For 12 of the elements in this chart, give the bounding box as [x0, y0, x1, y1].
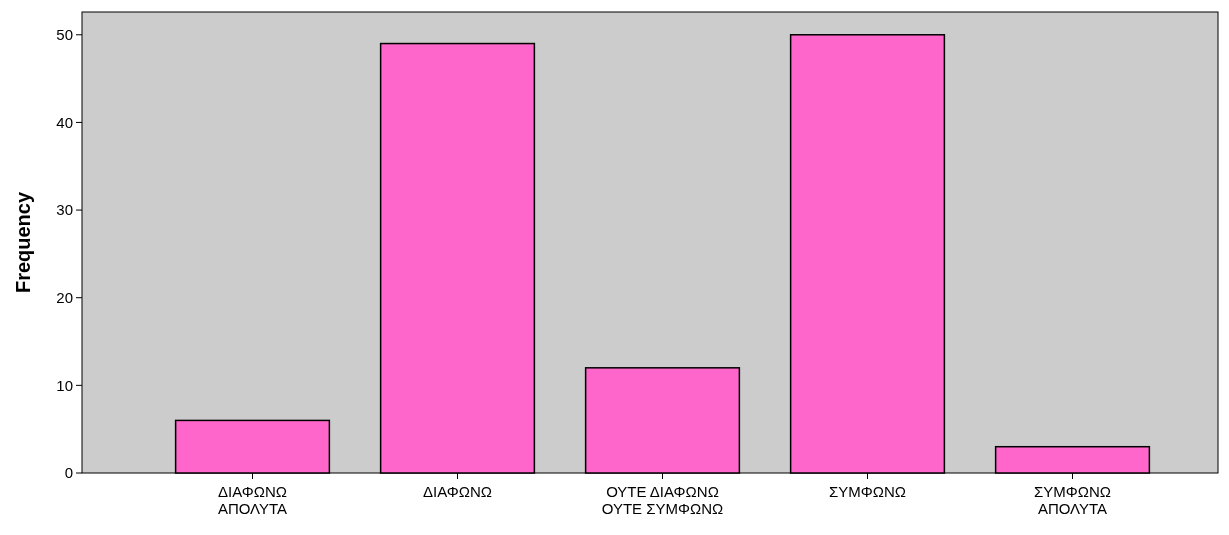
- y-axis-title: Frequency: [12, 191, 34, 294]
- x-tick-label: ΔΙΑΦΩΝΩ: [423, 483, 492, 500]
- y-tick-label: 50: [56, 26, 73, 44]
- y-tick-label: 40: [56, 113, 73, 131]
- x-tick-label: ΣΥΜΦΩΝΩ: [829, 483, 906, 500]
- x-tick-label: ΔΙΑΦΩΝΩ ΑΠΟΛΥΤΑ: [217, 483, 288, 517]
- y-tick-label: 0: [64, 464, 73, 482]
- y-tick-label: 20: [56, 288, 73, 306]
- y-tick-label: 10: [56, 376, 73, 394]
- y-tick-label: 30: [56, 201, 73, 219]
- x-tick-label: ΣΥΜΦΩΝΩ ΑΠΟΛΥΤΑ: [1034, 483, 1111, 517]
- x-tick-label: ΟΥΤΕ ΔΙΑΦΩΝΩ ΟΥΤΕ ΣΥΜΦΩΝΩ: [601, 483, 724, 517]
